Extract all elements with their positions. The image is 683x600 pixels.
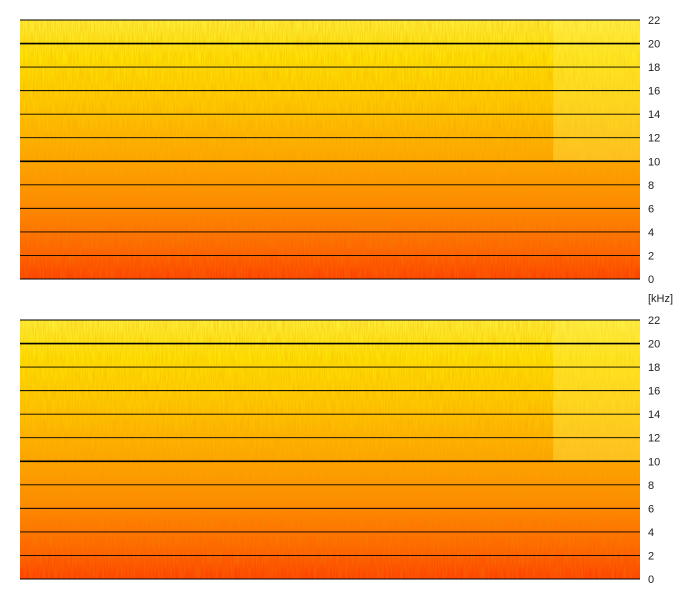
y-tick-label: 6 <box>648 203 654 215</box>
y-tick-label: 4 <box>648 227 654 239</box>
y-tick-label: 2 <box>648 550 654 562</box>
frequency-unit-label: [kHz] <box>648 293 673 305</box>
y-tick-label: 16 <box>648 386 660 398</box>
y-tick-label: 10 <box>648 156 660 168</box>
y-tick-label: 20 <box>648 39 660 51</box>
y-tick-label: 20 <box>648 339 660 351</box>
y-tick-label: 6 <box>648 503 654 515</box>
y-tick-label: 8 <box>648 180 654 192</box>
spectrogram-texture <box>20 20 640 279</box>
y-tick-label: 14 <box>648 409 660 421</box>
spectrogram-highlight <box>553 320 640 463</box>
spectrogram-texture <box>20 320 640 579</box>
y-tick-label: 14 <box>648 109 660 121</box>
y-tick-label: 2 <box>648 250 654 262</box>
y-tick-label: 22 <box>648 15 660 27</box>
y-tick-label: 0 <box>648 574 654 586</box>
spectrogram-highlight <box>553 20 640 163</box>
y-tick-label: 12 <box>648 433 660 445</box>
y-tick-label: 22 <box>648 315 660 327</box>
y-tick-label: 0 <box>648 274 654 286</box>
y-tick-label: 4 <box>648 527 654 539</box>
y-tick-label: 8 <box>648 480 654 492</box>
y-tick-label: 10 <box>648 456 660 468</box>
y-tick-label: 12 <box>648 133 660 145</box>
spectrogram-panel-bottom: 0 2 4 6 8 10 12 14 16 18 20 22 <box>20 315 660 586</box>
y-tick-label: 16 <box>648 86 660 98</box>
y-tick-label: 18 <box>648 62 660 74</box>
y-tick-label: 18 <box>648 362 660 374</box>
spectrogram-panel-top: 0 2 4 6 8 10 12 14 16 18 20 22 <box>20 15 660 286</box>
